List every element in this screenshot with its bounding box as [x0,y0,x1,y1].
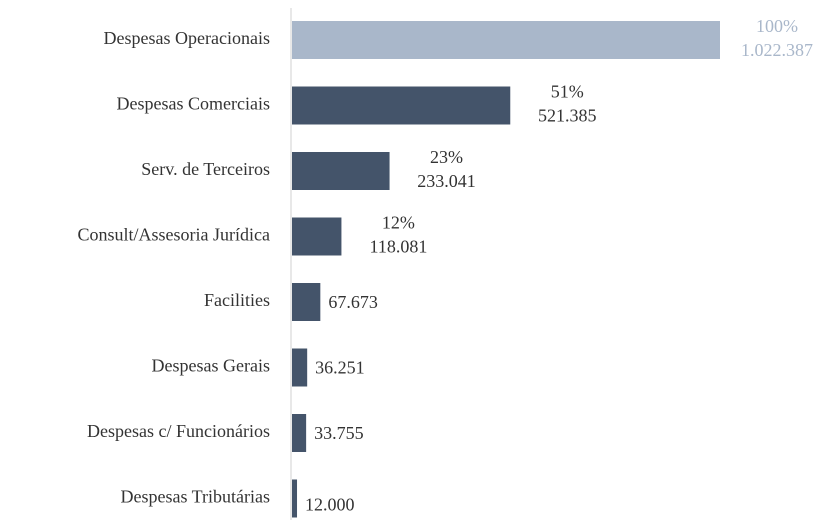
value-label: 1.022.387 [741,40,813,60]
bar [292,479,298,518]
category-label: Serv. de Terceiros [141,159,270,179]
bar [292,283,321,321]
value-label: 33.755 [314,423,364,443]
category-label: Despesas c/ Funcionários [87,421,270,441]
bar [292,414,307,452]
bar [292,348,308,387]
category-label: Facilities [204,290,270,310]
category-label: Consult/Assesoria Jurídica [78,225,270,245]
category-label: Despesas Gerais [152,356,270,376]
category-label: Despesas Operacionais [104,28,270,48]
bar [292,21,720,59]
percent-label: 23% [430,147,463,167]
percent-label: 51% [551,82,584,102]
value-label: 521.385 [538,106,597,126]
bar [292,86,511,125]
value-label: 36.251 [315,358,365,378]
category-label: Despesas Comerciais [117,94,270,114]
bar [292,152,390,190]
value-label: 118.081 [370,237,428,257]
percent-label: 12% [382,213,415,233]
value-label: 67.673 [328,292,378,312]
value-label: 12.000 [305,495,355,515]
percent-label: 100% [756,16,798,36]
bar [292,217,342,256]
category-label: Despesas Tributárias [121,487,271,507]
value-label: 233.041 [417,171,476,191]
